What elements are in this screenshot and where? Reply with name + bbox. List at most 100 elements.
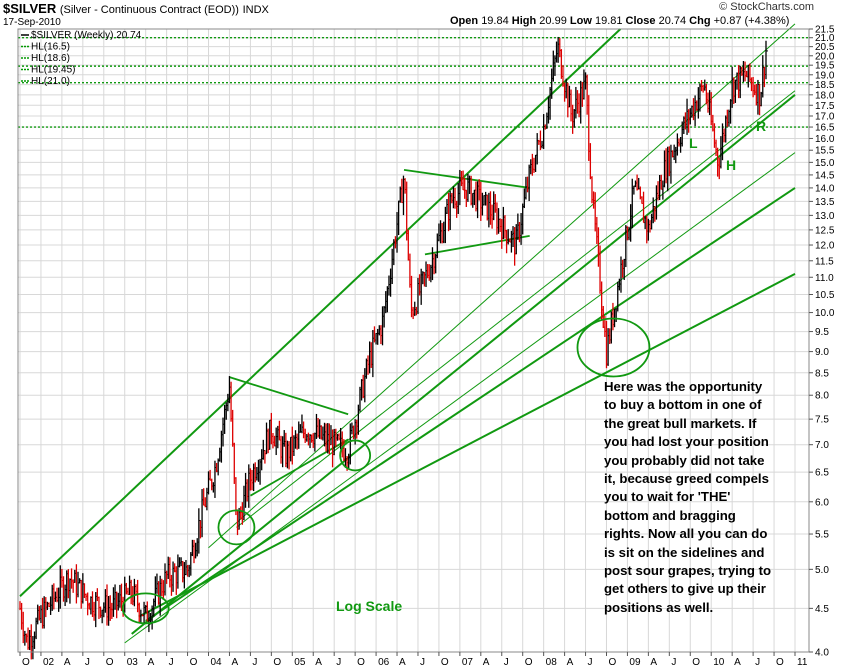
bottom-circles bbox=[121, 317, 651, 625]
trend-line bbox=[208, 23, 796, 549]
x-tick-label: O bbox=[357, 657, 365, 668]
legend-label: HL(18.6) bbox=[31, 53, 70, 64]
y-tick-label: 7.0 bbox=[815, 440, 829, 451]
y-tick-label: 4.5 bbox=[815, 604, 829, 615]
y-tick-label: 9.5 bbox=[815, 327, 829, 338]
y-tick-label: 8.5 bbox=[815, 368, 829, 379]
x-tick-label: J bbox=[336, 657, 341, 668]
x-tick-label: J bbox=[420, 657, 425, 668]
y-tick-label: 6.0 bbox=[815, 497, 829, 508]
open-label: Open bbox=[450, 15, 479, 27]
y-tick-label: 15.5 bbox=[815, 146, 835, 157]
exchange: INDX bbox=[242, 4, 269, 16]
price-bars bbox=[19, 36, 768, 660]
y-tick-label: 7.5 bbox=[815, 415, 829, 426]
y-tick-label: 12.0 bbox=[815, 241, 835, 252]
pattern-label-R: R bbox=[756, 118, 766, 134]
x-tick-label: A bbox=[64, 657, 71, 668]
trend-line bbox=[229, 376, 349, 416]
bottom-circle bbox=[576, 317, 651, 378]
x-tick-label: A bbox=[399, 657, 406, 668]
price-bar bbox=[536, 133, 540, 165]
x-tick-label: J bbox=[252, 657, 257, 668]
brand-watermark: © StockCharts.com bbox=[719, 1, 814, 13]
y-tick-label: 8.0 bbox=[815, 391, 829, 402]
x-tick-label: A bbox=[734, 657, 741, 668]
trend-line bbox=[19, 28, 622, 597]
x-tick-label: A bbox=[483, 657, 490, 668]
x-tick-label: J bbox=[504, 657, 509, 668]
log-scale-label: Log Scale bbox=[336, 598, 402, 614]
x-tick-label: 08 bbox=[546, 657, 558, 668]
trend-line bbox=[424, 234, 530, 256]
x-tick-label: O bbox=[441, 657, 449, 668]
trend-channels bbox=[19, 23, 796, 644]
x-tick-label: A bbox=[650, 657, 657, 668]
y-tick-label: 13.0 bbox=[815, 211, 835, 222]
price-bar bbox=[77, 571, 81, 598]
plot-frame bbox=[17, 28, 810, 653]
trend-line bbox=[145, 187, 796, 622]
x-tick-label: J bbox=[169, 657, 174, 668]
y-tick-label: 11.5 bbox=[815, 256, 834, 267]
y-tick-label: 21.0 bbox=[815, 33, 835, 44]
chart-title: $SILVER (Silver - Continuous Contract (E… bbox=[3, 1, 269, 16]
y-tick-label: 16.5 bbox=[815, 123, 835, 134]
x-tick-label: A bbox=[567, 657, 574, 668]
x-axis: O 02 A J O 03 A J O 04 A J O 05 A J O 06 A J O 07 A J O 08 A J O 09 A J… bbox=[19, 652, 808, 668]
y-tick-label: 16.0 bbox=[815, 134, 835, 145]
y-tick-label: 15.0 bbox=[815, 158, 835, 169]
y-tick-label: 18.0 bbox=[815, 90, 835, 101]
low-value: 19.81 bbox=[594, 15, 623, 27]
chg-value: +0.87 (+4.38%) bbox=[713, 15, 790, 27]
x-tick-label: O bbox=[106, 657, 114, 668]
x-tick-label: O bbox=[776, 657, 784, 668]
x-tick-label: 04 bbox=[211, 657, 223, 668]
price-bar bbox=[232, 409, 235, 447]
y-tick-label: 10.0 bbox=[815, 308, 835, 319]
price-bar bbox=[124, 576, 127, 613]
y-tick-label: 17.0 bbox=[815, 111, 835, 122]
y-tick-label: 11.0 bbox=[815, 273, 834, 284]
price-bar bbox=[765, 40, 768, 80]
legend-label: $SILVER (Weekly) 20.74 bbox=[31, 30, 142, 41]
y-tick-label: 21.5 bbox=[815, 25, 835, 36]
price-bar bbox=[633, 185, 636, 195]
trend-line bbox=[403, 168, 530, 189]
y-tick-label: 14.5 bbox=[815, 170, 835, 181]
y-tick-label: 13.5 bbox=[815, 197, 835, 208]
y-tick-label: 5.0 bbox=[815, 565, 829, 576]
x-tick-label: 07 bbox=[462, 657, 474, 668]
x-tick-label: O bbox=[273, 657, 281, 668]
legend-label: HL(16.5) bbox=[31, 42, 70, 53]
price-bar bbox=[140, 609, 143, 624]
y-tick-label: 14.0 bbox=[815, 183, 835, 194]
y-tick-label: 12.5 bbox=[815, 225, 835, 236]
trend-line bbox=[138, 273, 796, 618]
bottom-circle bbox=[339, 439, 372, 472]
x-tick-label: J bbox=[671, 657, 676, 668]
legend-label: HL(21.0) bbox=[31, 76, 70, 87]
x-tick-label: J bbox=[755, 657, 760, 668]
chg-label: Chg bbox=[689, 15, 711, 27]
ohlc-readout: Open 19.84 High 20.99 Low 19.81 Close 20… bbox=[450, 15, 789, 27]
y-tick-label: 18.5 bbox=[815, 80, 835, 91]
x-tick-label: J bbox=[85, 657, 90, 668]
x-tick-label: A bbox=[231, 657, 238, 668]
x-tick-label: O bbox=[525, 657, 533, 668]
x-tick-label: J bbox=[588, 657, 593, 668]
opportunity-note: Here was the opportunity to buy a bottom… bbox=[604, 379, 772, 615]
open-value: 19.84 bbox=[481, 15, 509, 27]
y-tick-label: 9.0 bbox=[815, 347, 829, 358]
y-tick-label: 4.0 bbox=[815, 648, 829, 659]
x-tick-label: O bbox=[608, 657, 616, 668]
low-label: Low bbox=[569, 15, 592, 27]
x-tick-label: O bbox=[692, 657, 700, 668]
x-tick-label: 02 bbox=[43, 657, 55, 668]
close-value: 20.74 bbox=[658, 15, 687, 27]
y-tick-label: 19.5 bbox=[815, 61, 835, 72]
bottom-circle bbox=[121, 592, 170, 625]
x-tick-label: 05 bbox=[294, 657, 306, 668]
